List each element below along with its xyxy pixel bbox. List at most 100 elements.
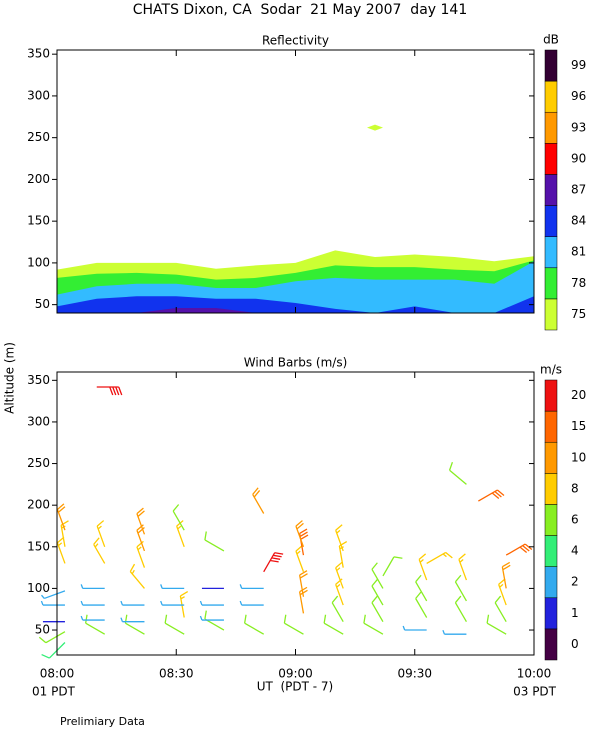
- colorbar-box: [544, 410, 558, 443]
- wind-barb: [204, 531, 225, 552]
- wind-barb: [283, 614, 304, 635]
- wind-barb: [402, 625, 427, 631]
- wind-barb: [239, 584, 264, 590]
- y-tick-label: 250: [27, 456, 50, 470]
- colorbar-tick-label: 75: [571, 307, 586, 321]
- wind-barb: [41, 590, 66, 600]
- x-tick-label: 10:00: [517, 667, 552, 681]
- wind-barb: [426, 551, 453, 565]
- y-tick-label: 350: [27, 47, 50, 61]
- wind-barb: [252, 487, 265, 514]
- colorbar-tick-label: 96: [571, 89, 586, 103]
- y-tick-label: 100: [27, 581, 50, 595]
- wind-barb: [120, 617, 145, 623]
- wind-barb: [335, 524, 344, 552]
- wind-barb: [96, 386, 123, 396]
- wind-barb: [172, 504, 185, 531]
- colorbar-tick-label: 10: [571, 450, 586, 464]
- wind-barb: [38, 631, 66, 644]
- footer-note: Prelimiary Data: [60, 715, 145, 728]
- wind-barb: [335, 578, 344, 606]
- wind-barb: [244, 614, 265, 635]
- page-title: CHATS Dixon, CA Sodar 21 May 2007 day 14…: [133, 2, 467, 18]
- colorbar-box: [544, 379, 558, 412]
- wind-barb: [371, 595, 384, 623]
- wind-barb: [415, 591, 428, 618]
- panel-title: Wind Barbs (m/s): [244, 356, 348, 370]
- colorbar-tick-label: 93: [571, 120, 586, 134]
- colorbar-box: [544, 504, 558, 536]
- wind-barb: [363, 614, 384, 635]
- colorbar-tick-label: 81: [571, 245, 586, 259]
- wind-barb: [454, 574, 467, 602]
- y-tick-label: 150: [27, 539, 50, 553]
- y-tick-label: 350: [27, 373, 50, 387]
- y-tick-label: 150: [27, 214, 50, 228]
- wind-barb: [486, 614, 507, 635]
- wind-barb: [40, 600, 65, 606]
- y-tick-label: 300: [27, 88, 50, 102]
- wind-barb: [323, 614, 344, 635]
- y-tick-label: 200: [27, 172, 50, 186]
- wind-barb: [454, 595, 467, 623]
- wind-barb: [136, 540, 146, 568]
- wind-barb: [96, 520, 106, 548]
- wind-barb: [80, 584, 105, 590]
- x-tick-label: 09:30: [397, 667, 432, 681]
- x-label: UT (PDT - 7): [257, 680, 334, 694]
- wind-barb: [129, 563, 145, 589]
- wind-barb: [160, 600, 185, 606]
- colorbar-box: [544, 267, 558, 300]
- x-tick-label: 08:30: [159, 667, 194, 681]
- wind-barb: [239, 600, 264, 606]
- wind-barb: [263, 552, 284, 573]
- colorbar-tick-label: 15: [571, 419, 586, 433]
- left-note: 01 PDT: [32, 685, 76, 699]
- colorbar-tick-label: 20: [571, 388, 586, 402]
- colorbar-box: [544, 535, 558, 567]
- wind-barb: [298, 528, 309, 556]
- wind-barb: [478, 489, 505, 502]
- colorbar-tick-label: 1: [571, 606, 579, 620]
- colorbar-tick-label: 0: [571, 637, 579, 651]
- wind-barb: [505, 543, 533, 556]
- wind-barb: [494, 595, 507, 623]
- wind-barb: [136, 507, 146, 535]
- y-tick-label: 100: [27, 255, 50, 269]
- colorbar-box: [544, 298, 558, 331]
- y-tick-label: 300: [27, 414, 50, 428]
- wind-barb: [120, 600, 145, 606]
- wind-barb: [298, 586, 308, 614]
- colorbar-box: [544, 441, 558, 474]
- colorbar-box: [544, 566, 558, 599]
- colorbar-box: [544, 80, 558, 113]
- y-tick-label: 50: [35, 297, 50, 311]
- colorbar-box: [544, 111, 558, 144]
- wind-barb: [295, 520, 305, 548]
- wind-barb: [501, 561, 511, 589]
- colorbar-tick-label: 2: [571, 575, 579, 589]
- colorbar-tick-label: 87: [571, 183, 586, 197]
- wind-barb: [93, 537, 106, 564]
- wind-barb: [298, 570, 308, 597]
- colorbar-tick-label: 78: [571, 276, 586, 290]
- wind-barb: [448, 461, 467, 485]
- colorbar-tick-label: 99: [571, 58, 586, 72]
- right-note: 03 PDT: [513, 685, 557, 699]
- wind-barb: [331, 595, 344, 623]
- colorbar-box: [544, 597, 558, 630]
- wind-barb: [371, 562, 384, 589]
- wind-barb: [179, 590, 189, 618]
- colorbar-label: m/s: [540, 363, 562, 377]
- panel-title: Reflectivity: [262, 34, 329, 48]
- y-tick-label: 250: [27, 130, 50, 144]
- wind-barb: [418, 553, 428, 581]
- y-tick-label: 50: [35, 623, 50, 637]
- wind-barb: [415, 574, 428, 602]
- wind-barb: [199, 615, 224, 621]
- colorbar-tick-label: 84: [571, 214, 586, 228]
- colorbar-box: [544, 628, 558, 661]
- wind-barb: [204, 610, 225, 631]
